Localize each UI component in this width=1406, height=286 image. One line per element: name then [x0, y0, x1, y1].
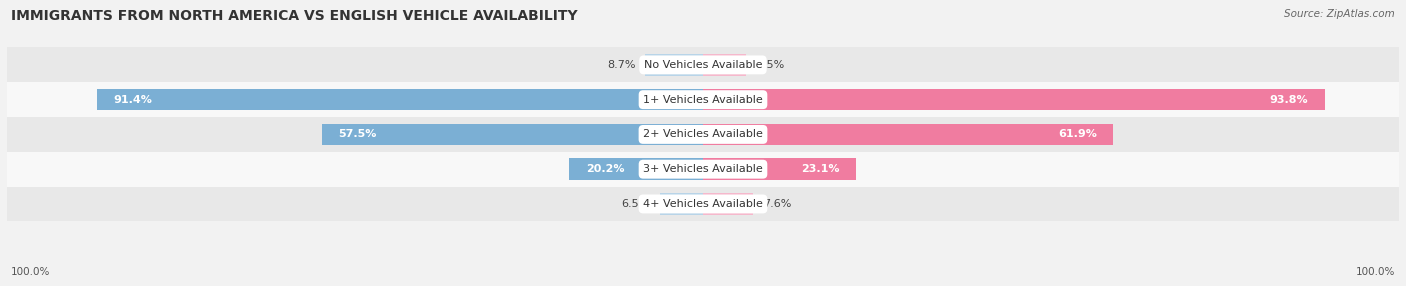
Bar	[645, 54, 703, 76]
Bar	[703, 124, 1114, 145]
Bar	[569, 158, 703, 180]
Text: 8.7%: 8.7%	[607, 60, 636, 70]
Text: 100.0%: 100.0%	[11, 267, 51, 277]
Text: Source: ZipAtlas.com: Source: ZipAtlas.com	[1284, 9, 1395, 19]
Bar	[703, 193, 754, 215]
Text: 100.0%: 100.0%	[1355, 267, 1395, 277]
Bar	[7, 186, 1399, 221]
Bar	[703, 158, 856, 180]
Text: IMMIGRANTS FROM NORTH AMERICA VS ENGLISH VEHICLE AVAILABILITY: IMMIGRANTS FROM NORTH AMERICA VS ENGLISH…	[11, 9, 578, 23]
Text: 1+ Vehicles Available: 1+ Vehicles Available	[643, 95, 763, 105]
Text: 2+ Vehicles Available: 2+ Vehicles Available	[643, 130, 763, 139]
Text: 57.5%: 57.5%	[339, 130, 377, 139]
Bar	[7, 47, 1399, 82]
Text: 6.5%: 6.5%	[756, 60, 785, 70]
Bar	[703, 89, 1324, 110]
Bar	[7, 117, 1399, 152]
Text: 6.5%: 6.5%	[621, 199, 650, 209]
Text: 23.1%: 23.1%	[801, 164, 839, 174]
Text: 4+ Vehicles Available: 4+ Vehicles Available	[643, 199, 763, 209]
Bar	[97, 89, 703, 110]
Text: No Vehicles Available: No Vehicles Available	[644, 60, 762, 70]
Bar	[659, 193, 703, 215]
Bar	[703, 54, 747, 76]
Text: 7.6%: 7.6%	[763, 199, 792, 209]
Text: 93.8%: 93.8%	[1270, 95, 1308, 105]
Bar	[7, 82, 1399, 117]
Text: 20.2%: 20.2%	[586, 164, 624, 174]
Bar	[7, 152, 1399, 186]
Bar	[322, 124, 703, 145]
Text: 91.4%: 91.4%	[114, 95, 153, 105]
Text: 3+ Vehicles Available: 3+ Vehicles Available	[643, 164, 763, 174]
Text: 61.9%: 61.9%	[1057, 130, 1097, 139]
